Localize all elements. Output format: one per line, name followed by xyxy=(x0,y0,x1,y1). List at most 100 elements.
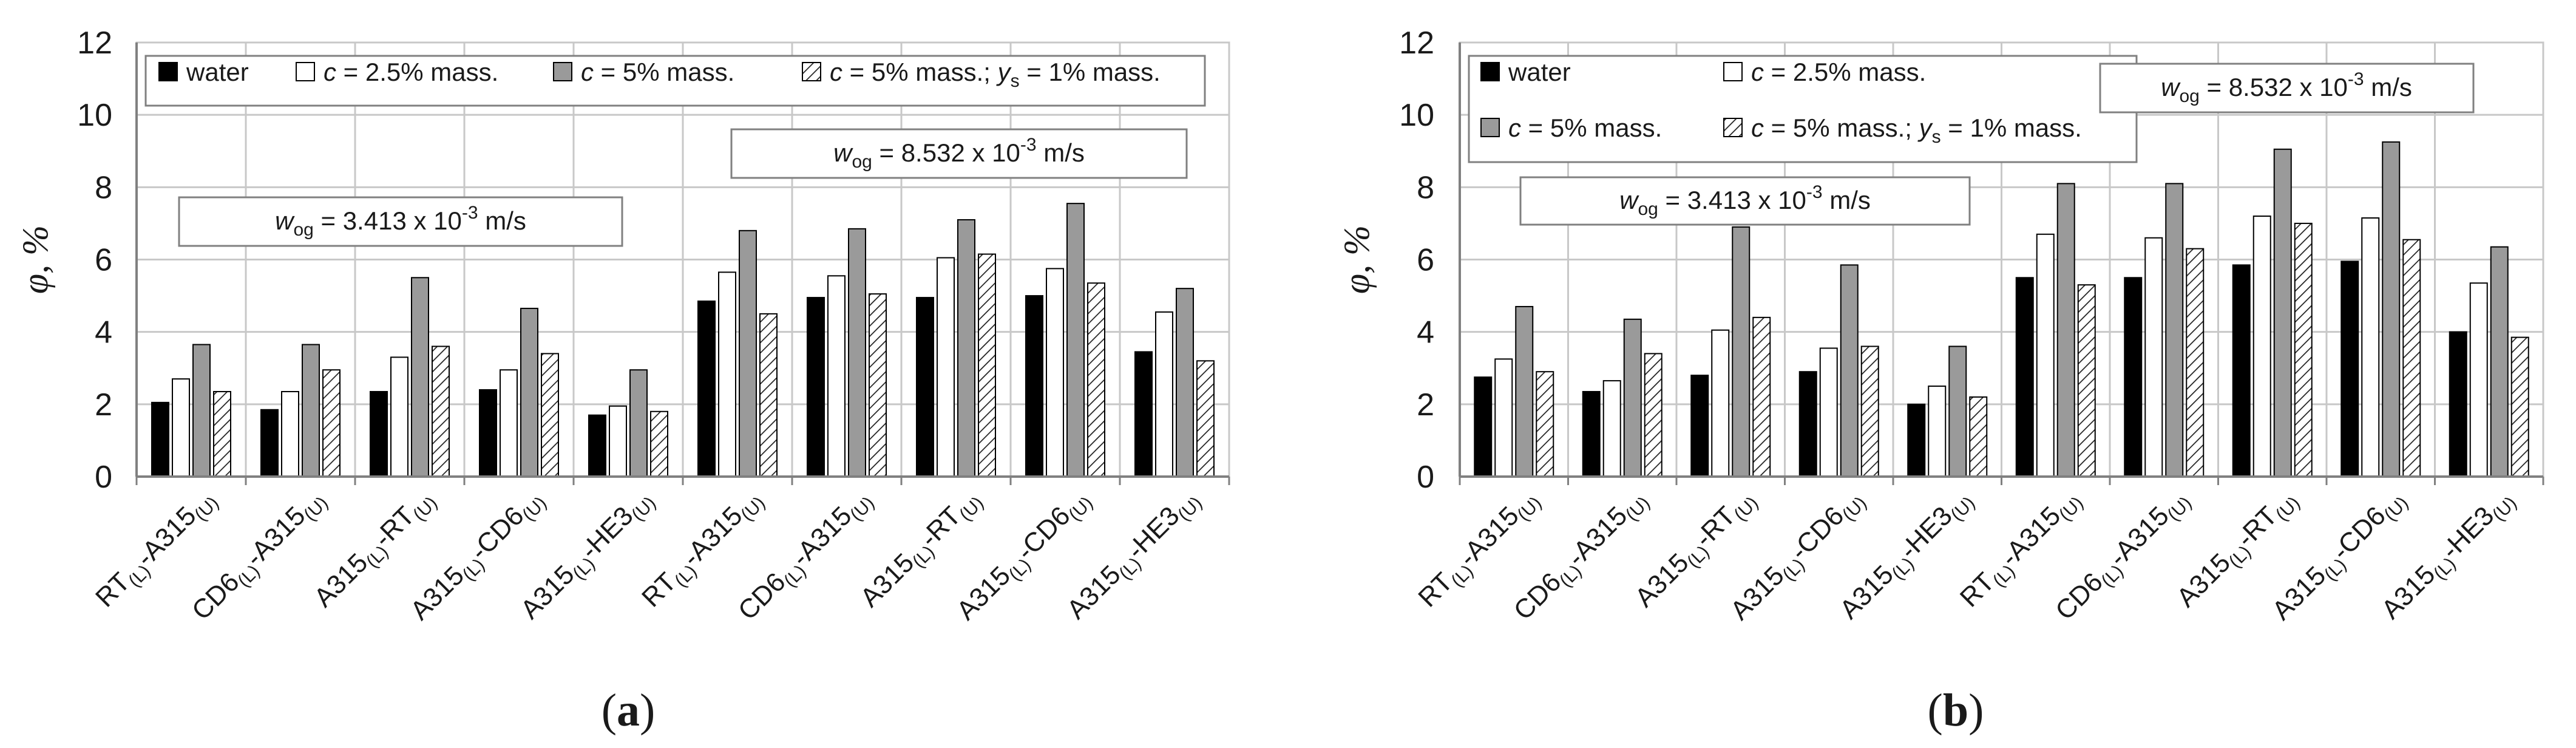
bar-white xyxy=(718,271,736,477)
chart-panel-b: 024681012RT(L)-A315(U)CD6(L)-A315(U)A315… xyxy=(1337,25,2544,736)
bar-white xyxy=(500,369,518,478)
bar-black xyxy=(2015,277,2034,477)
bar-gray xyxy=(739,229,757,477)
legend-text: water xyxy=(186,58,249,86)
bar-black xyxy=(916,297,934,477)
legend-swatch-white xyxy=(296,62,315,81)
annotation-subscript: og xyxy=(1638,199,1658,219)
bar-gray xyxy=(411,277,429,477)
legend-var: c xyxy=(1751,58,1764,86)
bar-hatched xyxy=(759,313,778,477)
legend-text: = 5% mass. xyxy=(594,58,734,86)
annotation-box xyxy=(730,128,1188,179)
bar-hatched xyxy=(1969,396,1988,478)
bar-hatched xyxy=(1196,360,1215,477)
panel-letter: b xyxy=(1943,685,1968,736)
legend-swatch-black xyxy=(1480,62,1500,81)
bar-gray xyxy=(302,344,320,477)
bar-hatched xyxy=(1752,316,1771,477)
bar-gray xyxy=(520,307,538,477)
bar-hatched xyxy=(1536,371,1554,477)
bar-black xyxy=(697,301,716,477)
annotation-exponent: -3 xyxy=(1806,182,1823,202)
y-tick-label: 4 xyxy=(95,315,112,350)
bar-gray xyxy=(2056,183,2075,477)
legend-label: water xyxy=(1508,58,1571,86)
annotation-subscript: og xyxy=(2179,86,2199,106)
legend-text: = 2.5% mass. xyxy=(1764,58,1926,86)
bar-black xyxy=(1025,295,1043,477)
bar-black xyxy=(2124,277,2143,477)
bar-white xyxy=(2252,216,2271,477)
y-tick-label: 0 xyxy=(1417,460,1434,495)
bar-gray xyxy=(192,344,211,477)
bar-black xyxy=(1582,390,1601,478)
y-tick-label: 12 xyxy=(77,25,112,61)
bar-black xyxy=(2340,260,2359,477)
bar-white xyxy=(172,378,190,477)
panel-label: (a) xyxy=(602,685,656,736)
bar-black xyxy=(588,414,606,477)
legend-swatch-white xyxy=(1723,62,1743,81)
bar-white xyxy=(937,257,955,477)
y-tick-label: 10 xyxy=(1399,98,1434,133)
legend-var: y xyxy=(996,58,1012,86)
legend-var: c xyxy=(581,58,594,86)
bar-hatched xyxy=(2294,222,2313,477)
annotation-exponent: -3 xyxy=(462,203,478,223)
bar-black xyxy=(1134,351,1153,477)
bar-gray xyxy=(2165,183,2184,477)
legend-label: c = 2.5% mass. xyxy=(1751,58,1926,86)
bar-white xyxy=(1928,386,1947,478)
y-tick-label: 2 xyxy=(95,387,112,423)
legend-label: c = 5% mass. xyxy=(1508,114,1662,142)
legend-swatch-gray xyxy=(553,62,572,81)
bar-gray xyxy=(2273,148,2292,478)
bar-gray xyxy=(2490,246,2509,477)
bar-white xyxy=(827,275,846,477)
bar-black xyxy=(2449,331,2467,478)
legend-text: = 5% mass.; xyxy=(842,58,998,86)
annotation-value: = 3.413 x 10 xyxy=(314,206,462,235)
annotation-var: w xyxy=(833,138,853,167)
annotation-exponent: -3 xyxy=(1020,135,1037,155)
legend-text: = 1% mass. xyxy=(1941,114,2082,142)
bar-hatched xyxy=(978,253,996,477)
velocity-annotation: wog = 3.413 x 10-3 m/s xyxy=(1619,182,1871,219)
bar-hatched xyxy=(1860,345,1879,477)
bar-black xyxy=(1907,403,1926,477)
annotation-exponent: -3 xyxy=(2348,69,2364,89)
bar-white xyxy=(1602,380,1621,478)
annotation-unit: m/s xyxy=(2364,73,2412,101)
annotation-subscript: og xyxy=(293,220,313,240)
velocity-annotation: wog = 8.532 x 10-3 m/s xyxy=(833,135,1085,172)
velocity-annotation: wog = 3.413 x 10-3 m/s xyxy=(275,203,526,240)
panel-paren: ( xyxy=(602,685,617,736)
legend-swatch-gray xyxy=(1480,118,1500,137)
bar-gray xyxy=(1176,288,1194,477)
annotation-unit: m/s xyxy=(1823,186,1871,214)
annotation-unit: m/s xyxy=(1037,138,1085,167)
bar-hatched xyxy=(2510,336,2529,478)
chart-panel-a: 024681012RT(L)-A315(U)CD6(L)-A315(U)A315… xyxy=(15,25,1230,736)
bar-gray xyxy=(2382,141,2401,477)
bar-white xyxy=(2469,282,2488,477)
legend-text: = 2.5% mass. xyxy=(336,58,498,86)
bar-hatched xyxy=(2077,284,2096,477)
y-tick-label: 12 xyxy=(1399,25,1434,61)
annotation-var: w xyxy=(275,206,295,235)
legend-label: c = 5% mass. xyxy=(581,58,734,86)
bar-hatched xyxy=(2186,248,2205,477)
bar-white xyxy=(390,356,408,477)
bar-gray xyxy=(1948,345,1967,477)
bar-black xyxy=(1474,376,1493,477)
y-axis-label: φ, % xyxy=(1337,225,1377,294)
panel-label: (b) xyxy=(1928,685,1984,736)
bar-hatched xyxy=(650,410,668,477)
y-tick-label: 10 xyxy=(77,98,112,133)
legend-text: = 5% mass. xyxy=(1521,114,1662,142)
annotation-subscript: og xyxy=(852,152,872,172)
legend-var: c xyxy=(1508,114,1521,142)
bar-hatched xyxy=(1087,282,1105,477)
bar-hatched xyxy=(541,353,559,478)
